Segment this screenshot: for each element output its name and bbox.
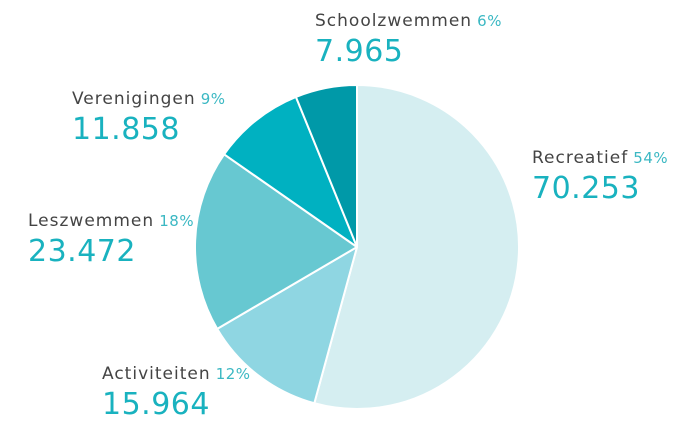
pie-slice [194, 153, 358, 330]
category-name: Recreatief [532, 148, 628, 168]
pie-slice [313, 84, 520, 410]
percent-label: 18% [159, 212, 194, 230]
category-name: Verenigingen [72, 89, 196, 109]
category-name: Activiteiten [102, 364, 211, 384]
percent-label: 6% [477, 12, 502, 30]
slice-label: Recreatief 54% [532, 148, 668, 168]
pie-slice [294, 84, 358, 248]
percent-label: 9% [201, 90, 226, 108]
value-label: 15.964 [102, 387, 210, 422]
value-label: 70.253 [532, 171, 640, 206]
value-label: 7.965 [315, 34, 403, 69]
slice-label: Schoolzwemmen 6% [315, 11, 502, 31]
slice-label: Leszwemmen 18% [28, 211, 194, 231]
pie-slice [216, 246, 358, 405]
category-name: Leszwemmen [28, 211, 154, 231]
percent-label: 54% [633, 149, 668, 167]
value-label: 11.858 [72, 112, 180, 147]
percent-label: 12% [216, 365, 251, 383]
pie-slice [223, 95, 358, 248]
slice-label: Verenigingen 9% [72, 89, 226, 109]
category-name: Schoolzwemmen [315, 11, 472, 31]
value-label: 23.472 [28, 234, 136, 269]
slice-label: Activiteiten 12% [102, 364, 251, 384]
